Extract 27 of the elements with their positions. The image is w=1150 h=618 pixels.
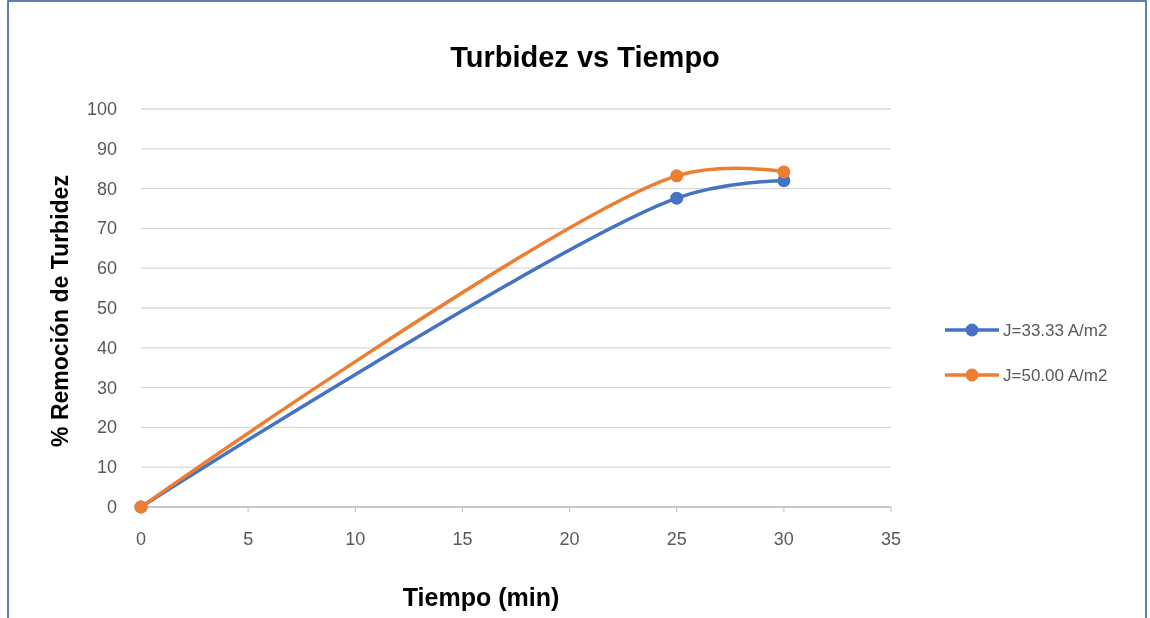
x-tick-label: 5 (243, 529, 254, 549)
y-axis-title: % Remoción de Turbidez (47, 175, 73, 447)
point (777, 165, 791, 179)
chart-title: Turbidez vs Tiempo (450, 41, 720, 73)
y-tick-label: 60 (96, 258, 117, 279)
x-tick-label: 15 (452, 529, 473, 549)
x-axis-title: Tiempo (min) (402, 583, 560, 611)
x-tick-label: 10 (345, 529, 366, 549)
y-tick-label: 70 (96, 218, 117, 239)
legend-label: J=33.33 A/m2 (1003, 321, 1108, 340)
x-tick-label: 30 (773, 529, 794, 549)
x-tick-label: 35 (880, 529, 902, 549)
y-tick-label: 100 (86, 99, 117, 119)
x-tick-label: 20 (559, 529, 580, 549)
y-tick-label: 20 (96, 417, 117, 438)
y-tick-label: 40 (96, 337, 117, 358)
point (670, 191, 684, 205)
legend-label: J=50.00 A/m2 (1003, 366, 1108, 385)
y-tick-label: 90 (96, 138, 117, 159)
y-tick-label: 50 (96, 298, 117, 318)
y-tick-label: 30 (96, 377, 117, 398)
x-tick-label: 0 (135, 529, 147, 549)
x-tick-label: 25 (666, 529, 687, 549)
y-tick-label: 80 (96, 178, 117, 199)
y-tick-label: 10 (96, 457, 117, 478)
y-tick-label: 0 (106, 497, 117, 517)
point (670, 169, 684, 183)
